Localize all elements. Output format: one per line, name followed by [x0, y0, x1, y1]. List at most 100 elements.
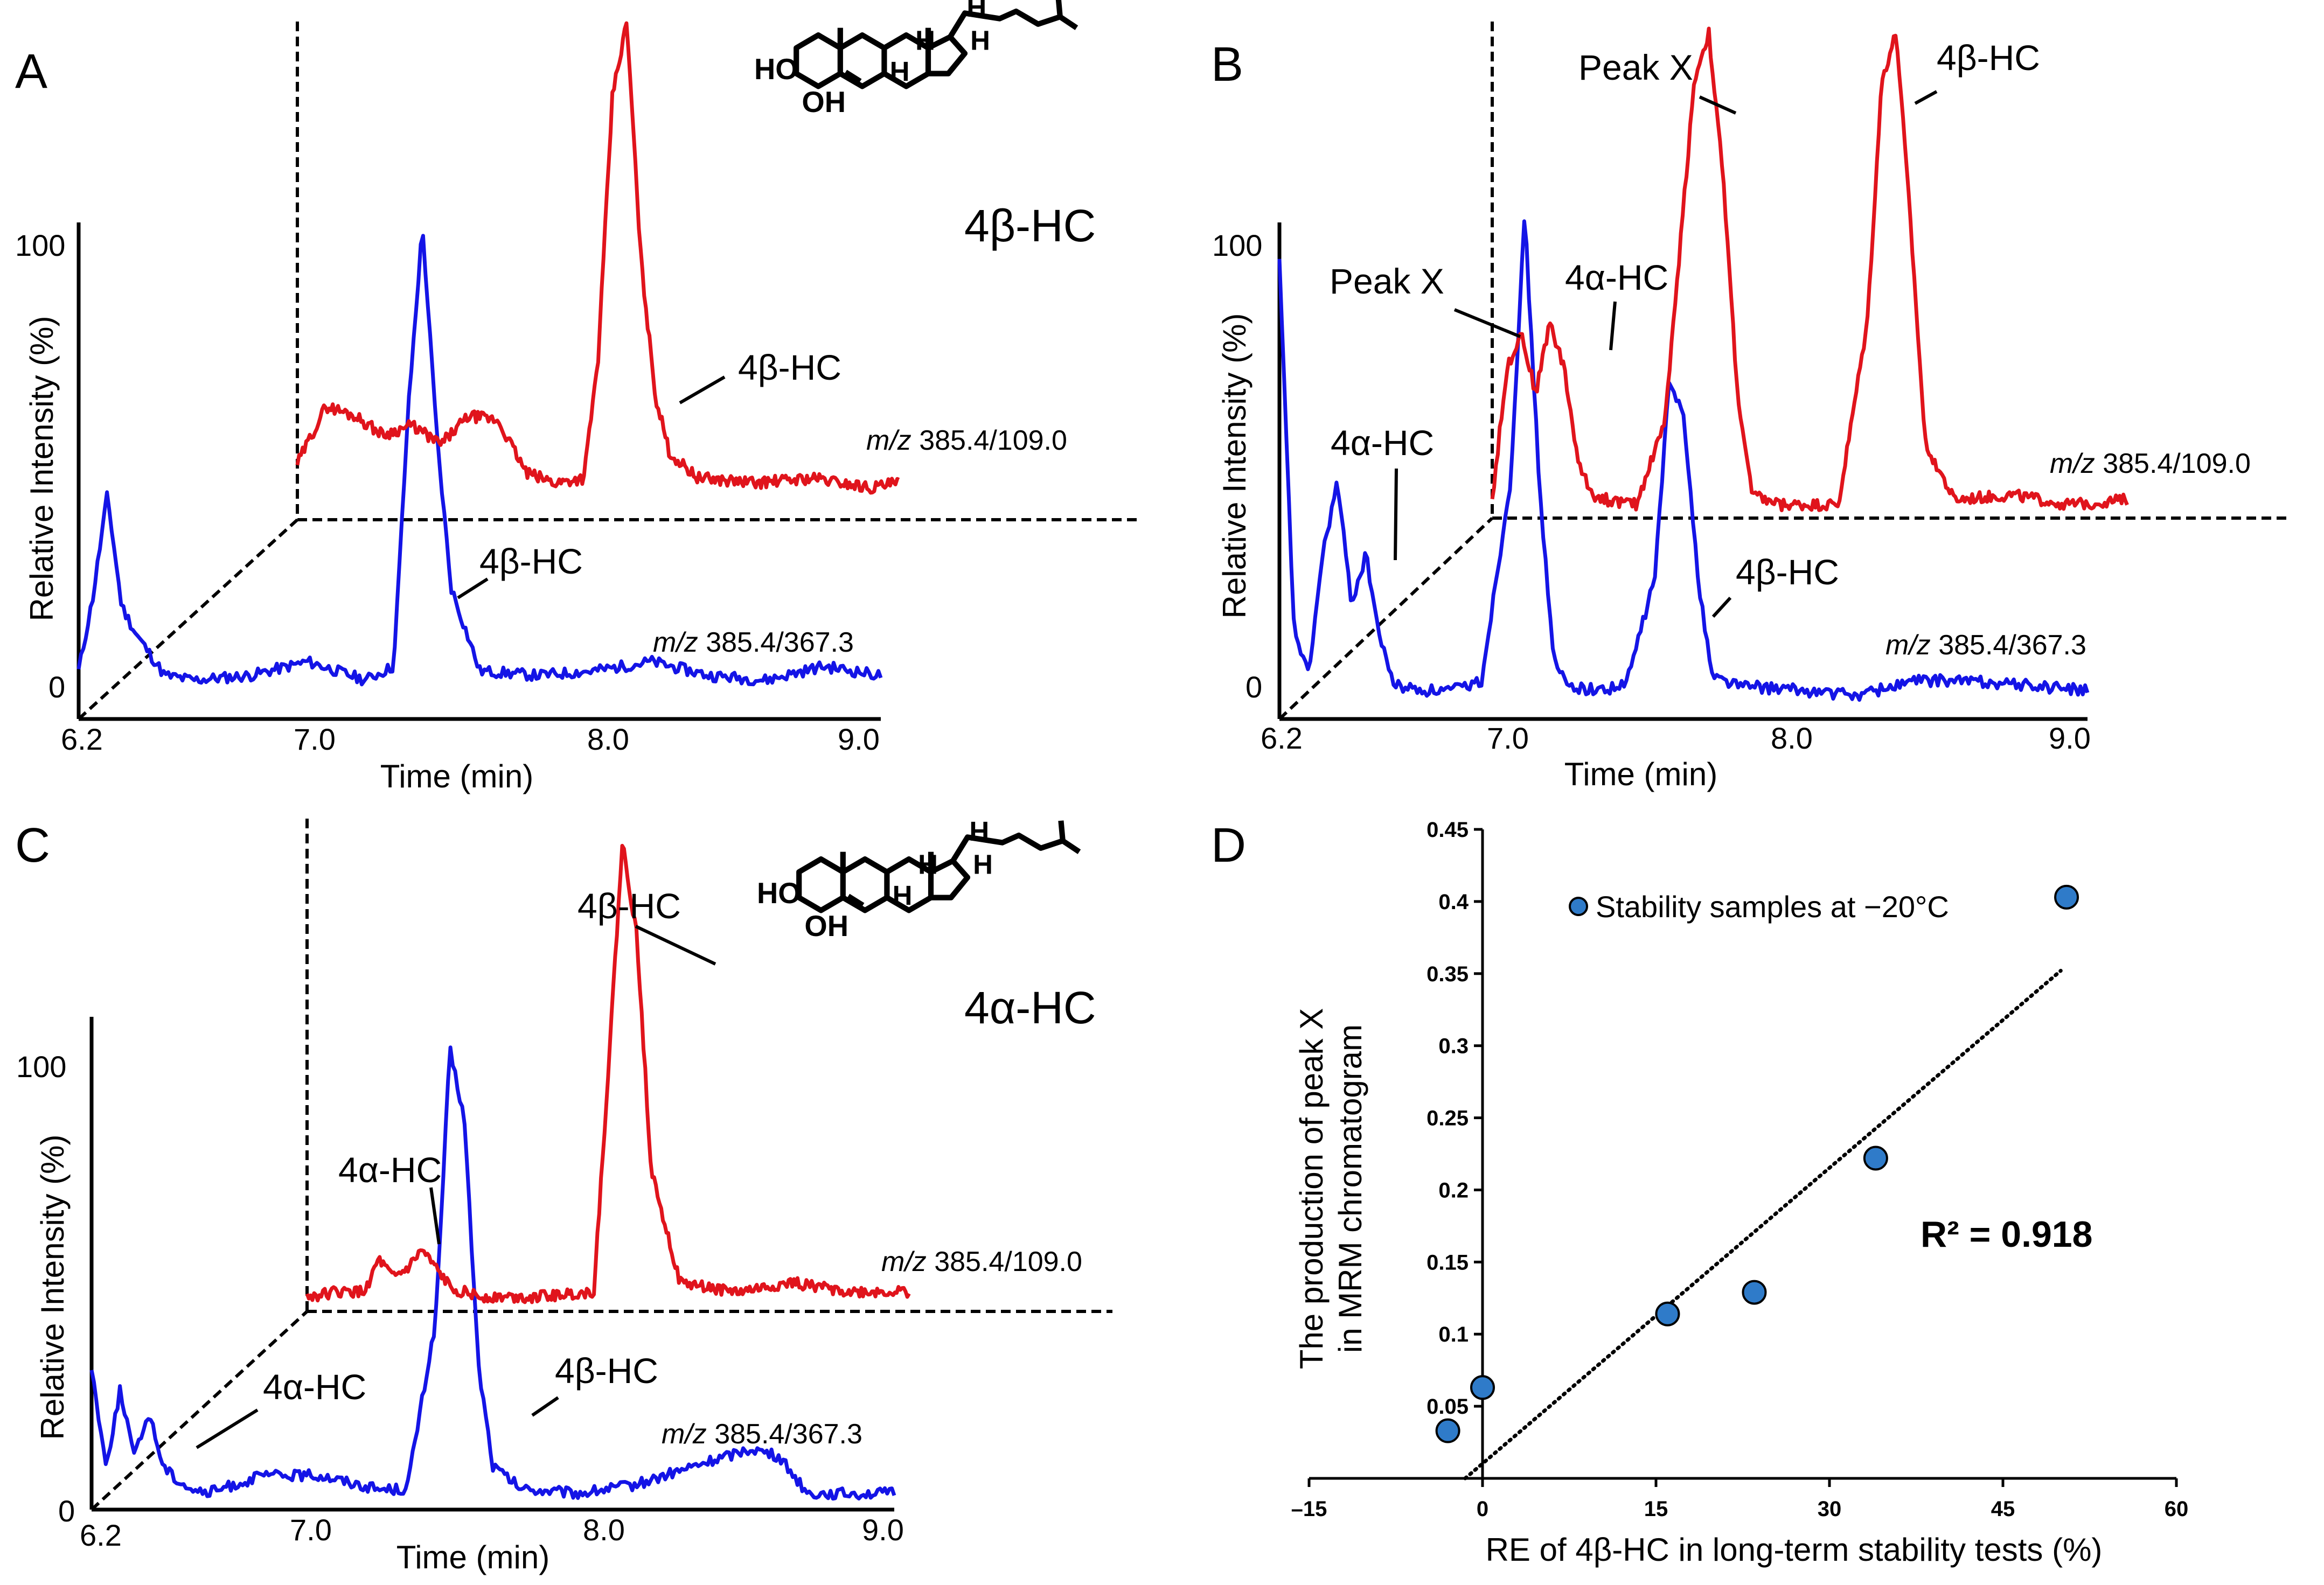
peak-label-4b-red: 4β-HC	[577, 886, 681, 926]
peak-label-4b-blue: 4β-HC	[479, 541, 583, 581]
x-tick-label: 6.2	[1261, 721, 1303, 755]
x-axis-title: Time (min)	[1564, 756, 1717, 792]
atom-ho: HO	[754, 53, 798, 86]
x-tick-label: 7.0	[290, 1513, 332, 1547]
compound-name: 4α-HC	[964, 982, 1096, 1033]
y-axis-title-line1: The production of peak X	[1293, 1008, 1330, 1369]
callout-line	[457, 577, 489, 599]
peak-label-peak-x-red: Peak X	[1578, 47, 1693, 87]
steroid-structure: H H H H HO OH	[757, 816, 1079, 942]
y-tick-label: 100	[15, 228, 65, 262]
data-point	[2054, 884, 2079, 910]
y-tick-label: 0	[58, 1494, 75, 1528]
depth-axis	[77, 518, 299, 721]
peak-label-4a-blue: 4α-HC	[1331, 423, 1434, 463]
atom-h: H	[915, 25, 935, 55]
depth-axis	[90, 1310, 309, 1511]
peak-label-peak-x-blue: Peak X	[1330, 261, 1444, 301]
y-axis-title: Relative Intensity (%)	[1216, 313, 1253, 619]
panel-a: A 100 0 6.2 7.0 8.0 9.0 Time (min) Relat…	[15, 0, 1142, 794]
peak-label-4b-red: 4β-HC	[1937, 38, 2040, 78]
x-tick-label: 9.0	[2049, 721, 2091, 755]
data-point	[1655, 1301, 1680, 1326]
depth-axis	[1278, 516, 1494, 721]
legend-label: Stability samples at −20°C	[1596, 890, 1949, 924]
channel-label-red: m/z 385.4/109.0	[2050, 448, 2251, 479]
panel-letter: D	[1211, 819, 1246, 872]
scatter-axes: –15 0 15 30 45 60 0.05 0.1 0.15 0.2 0.25 0.3 0.35 0.4…	[1291, 818, 2189, 1521]
panel-b: B 100 0 6.2 7.0 8.0 9.0 Time (min) Relat…	[1211, 22, 2290, 792]
channel-label-blue: m/z 385.4/367.3	[662, 1419, 862, 1450]
channel-label-red: m/z 385.4/109.0	[866, 425, 1067, 456]
trace-blue	[1277, 219, 2090, 702]
y-tick-label: 0.3	[1438, 1035, 1469, 1058]
atom-h: H	[893, 880, 913, 911]
x-tick-label: 9.0	[838, 722, 880, 756]
scatter-points	[1435, 884, 2079, 1443]
y-tick-label: 0.45	[1427, 818, 1469, 842]
legend-marker	[1569, 897, 1588, 916]
x-tick-label: 60	[2165, 1497, 2189, 1521]
channel-label-blue: m/z 385.4/367.3	[1885, 630, 2086, 661]
y-axis-title-line2: in MRM chromatogram	[1332, 1024, 1368, 1353]
callout-line	[1453, 308, 1521, 338]
y-axis-title: Relative Intensity (%)	[34, 1135, 71, 1440]
peak-label-4a-red: 4α-HC	[1565, 257, 1668, 297]
y-tick-label: 0.35	[1427, 962, 1469, 986]
data-point	[1435, 1418, 1460, 1443]
peak-label-4a-red: 4α-HC	[338, 1150, 442, 1190]
atom-h: H	[966, 0, 986, 23]
y-tick-label: 0.15	[1427, 1251, 1469, 1274]
y-tick-label: 100	[16, 1050, 66, 1084]
atom-h: H	[890, 56, 910, 87]
trace-red	[1490, 26, 2129, 512]
x-tick-label: 15	[1644, 1497, 1668, 1521]
x-tick-label: 7.0	[294, 722, 336, 756]
atom-ho: HO	[757, 877, 801, 910]
peak-label-4b-red: 4β-HC	[738, 347, 841, 387]
x-tick-label: 8.0	[1771, 721, 1813, 755]
y-tick-label: 0.4	[1438, 890, 1469, 914]
compound-name: 4β-HC	[964, 200, 1096, 251]
callout-line	[1914, 90, 1938, 105]
panel-d: D –15 0 15 30 45 60 0.05 0.1 0.15 0.2 0.25 0.3 0.35 0…	[1211, 818, 2188, 1568]
x-tick-label: 30	[1818, 1497, 1842, 1521]
trendline	[1463, 968, 2063, 1481]
y-tick-label: 100	[1212, 228, 1262, 262]
x-tick-label: 0	[1477, 1497, 1488, 1521]
callout-line	[1609, 301, 1617, 351]
callout-line	[635, 925, 716, 966]
r-squared-annotation: R² = 0.918	[1921, 1214, 2092, 1255]
x-tick-label: –15	[1291, 1497, 1327, 1521]
atom-h: H	[918, 849, 938, 879]
x-tick-label: 8.0	[583, 1513, 625, 1547]
callout-line	[1711, 596, 1732, 618]
atom-h: H	[969, 816, 989, 847]
x-tick-label: 45	[1991, 1497, 2015, 1521]
panel-c: C 100 0 6.2 7.0 8.0 9.0 Time (min) Relat…	[15, 816, 1112, 1575]
panel-letter: A	[15, 45, 47, 99]
atom-h: H	[973, 849, 993, 879]
callout-line	[429, 1187, 441, 1245]
steroid-structure: H H H H HO OH	[754, 0, 1076, 118]
y-tick-label: 0.2	[1438, 1178, 1469, 1202]
y-tick-label: 0.1	[1438, 1323, 1469, 1346]
trace-blue	[76, 234, 883, 687]
y-tick-label: 0	[48, 670, 65, 704]
channel-label-blue: m/z 385.4/367.3	[653, 627, 854, 658]
x-axis-title: RE of 4β-HC in long-term stability tests…	[1486, 1532, 2103, 1568]
trace-red	[305, 843, 911, 1304]
x-tick-label: 9.0	[862, 1513, 904, 1547]
peak-label-4b-blue: 4β-HC	[555, 1351, 658, 1391]
x-axis-title: Time (min)	[380, 758, 533, 794]
x-tick-label: 6.2	[80, 1518, 122, 1552]
callout-line	[1699, 95, 1737, 115]
atom-h: H	[970, 25, 990, 55]
peak-label-4b-blue: 4β-HC	[1736, 552, 1839, 592]
callout-line	[1394, 468, 1398, 561]
x-tick-label: 8.0	[587, 722, 629, 756]
atom-oh: OH	[802, 86, 846, 118]
data-point	[1742, 1280, 1767, 1305]
y-axis-title: Relative Intensity (%)	[24, 316, 60, 622]
